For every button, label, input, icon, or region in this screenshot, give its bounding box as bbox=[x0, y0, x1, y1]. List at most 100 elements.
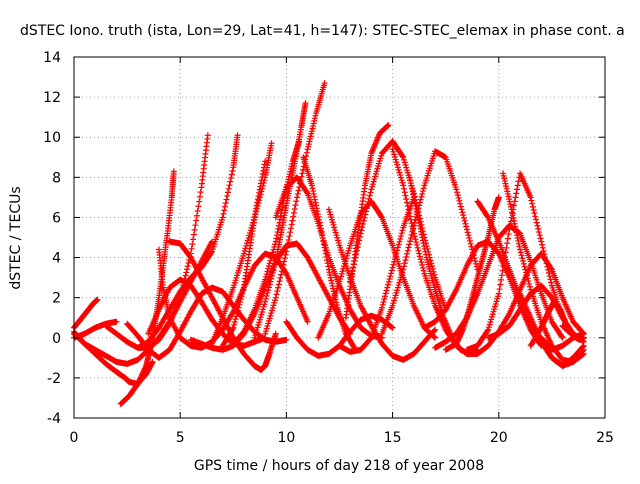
data-point bbox=[290, 214, 296, 220]
data-point bbox=[367, 193, 373, 199]
data-point bbox=[229, 171, 235, 177]
data-point bbox=[326, 269, 332, 275]
data-point bbox=[293, 198, 299, 204]
data-point bbox=[282, 255, 288, 261]
data-point bbox=[288, 225, 294, 231]
data-point bbox=[390, 265, 396, 271]
data-point bbox=[192, 227, 198, 233]
data-point bbox=[289, 218, 295, 224]
data-point bbox=[286, 233, 292, 239]
data-point bbox=[456, 195, 462, 201]
data-point bbox=[230, 168, 236, 174]
data-point bbox=[233, 316, 239, 322]
data-point bbox=[458, 204, 464, 210]
data-point bbox=[397, 236, 403, 242]
data-point bbox=[274, 291, 280, 297]
data-point bbox=[416, 251, 422, 257]
data-point bbox=[183, 269, 189, 275]
data-point bbox=[311, 194, 317, 200]
data-point bbox=[368, 190, 374, 196]
data-point bbox=[402, 193, 408, 199]
data-point bbox=[405, 248, 411, 254]
data-point bbox=[516, 178, 522, 184]
data-point bbox=[473, 261, 479, 267]
data-point bbox=[516, 244, 522, 250]
data-point bbox=[273, 331, 279, 337]
data-point bbox=[313, 202, 319, 208]
data-point bbox=[190, 236, 196, 242]
data-point bbox=[520, 258, 526, 264]
data-point bbox=[224, 193, 230, 199]
data-point bbox=[191, 232, 197, 238]
data-point bbox=[515, 238, 521, 244]
data-point bbox=[537, 232, 543, 238]
data-point bbox=[294, 194, 300, 200]
data-point bbox=[183, 273, 189, 279]
series-31 bbox=[443, 194, 502, 352]
data-point bbox=[461, 215, 467, 221]
data-point bbox=[539, 242, 545, 248]
data-point bbox=[383, 290, 389, 296]
data-point bbox=[328, 277, 334, 283]
data-point bbox=[232, 319, 238, 325]
data-point bbox=[309, 185, 315, 191]
data-point bbox=[381, 296, 387, 302]
chart-title: dSTEC Iono. truth (ista, Lon=29, Lat=41,… bbox=[20, 23, 625, 39]
data-point bbox=[277, 275, 283, 281]
data-point bbox=[540, 245, 546, 251]
data-point bbox=[406, 245, 412, 251]
data-point bbox=[418, 259, 424, 265]
data-point bbox=[396, 242, 402, 248]
data-point bbox=[415, 248, 421, 254]
data-point bbox=[531, 207, 537, 213]
data-point bbox=[403, 196, 409, 202]
data-point bbox=[386, 279, 392, 285]
data-point bbox=[465, 229, 471, 235]
data-point bbox=[275, 285, 281, 291]
data-point bbox=[388, 270, 394, 276]
data-point bbox=[311, 191, 317, 197]
data-point bbox=[205, 132, 211, 138]
data-point bbox=[193, 217, 199, 223]
data-point bbox=[419, 191, 425, 197]
data-point bbox=[421, 185, 427, 191]
data-point bbox=[538, 235, 544, 241]
data-point bbox=[402, 260, 408, 266]
data-point bbox=[463, 224, 469, 230]
data-point bbox=[291, 210, 297, 216]
data-point bbox=[413, 239, 419, 245]
data-point bbox=[310, 188, 316, 194]
data-point bbox=[275, 226, 281, 232]
data-point bbox=[278, 213, 284, 219]
data-point bbox=[296, 188, 302, 194]
data-point bbox=[459, 209, 465, 215]
data-point bbox=[536, 229, 542, 235]
data-point bbox=[505, 236, 511, 242]
data-point bbox=[535, 226, 541, 232]
data-point bbox=[497, 286, 503, 292]
data-point bbox=[468, 241, 474, 247]
data-point bbox=[406, 241, 412, 247]
data-point bbox=[189, 241, 195, 247]
data-point bbox=[538, 239, 544, 245]
data-point bbox=[401, 186, 407, 192]
data-point bbox=[517, 247, 523, 253]
data-point bbox=[530, 204, 536, 210]
series-26 bbox=[379, 148, 481, 337]
data-point bbox=[455, 192, 461, 198]
data-point bbox=[197, 194, 203, 200]
data-point bbox=[418, 194, 424, 200]
data-point bbox=[408, 217, 414, 223]
data-point bbox=[459, 206, 465, 212]
data-point bbox=[467, 238, 473, 244]
data-point bbox=[519, 252, 525, 258]
data-point bbox=[497, 281, 503, 287]
data-point bbox=[457, 201, 463, 207]
data-point bbox=[220, 211, 226, 217]
data-point bbox=[384, 288, 390, 294]
data-point bbox=[532, 213, 538, 219]
data-point bbox=[264, 293, 270, 299]
data-point bbox=[266, 263, 272, 269]
data-series bbox=[71, 80, 587, 407]
